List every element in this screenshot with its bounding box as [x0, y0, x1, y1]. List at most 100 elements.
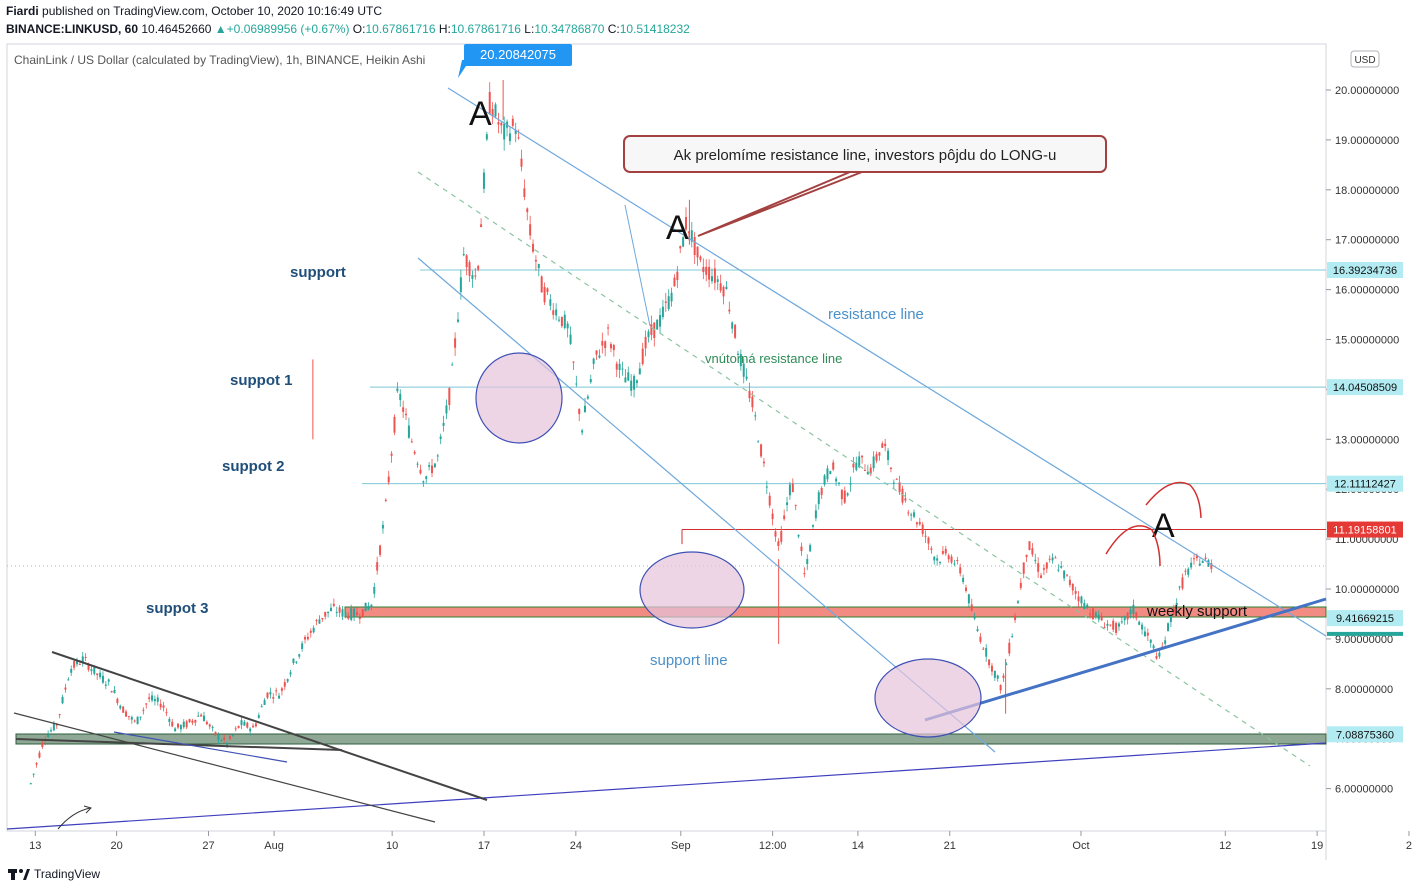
candle-body	[659, 315, 662, 327]
candle-body	[315, 620, 318, 622]
candle-body	[214, 731, 217, 736]
candle-body	[1016, 601, 1019, 604]
resistance-line	[447, 87, 1327, 637]
candle-body	[454, 338, 457, 348]
candle-body	[1068, 579, 1071, 585]
candle-body	[780, 531, 783, 542]
candle-body	[754, 415, 757, 417]
candle-body	[1109, 624, 1112, 626]
candle-body	[962, 577, 965, 582]
footer-brand[interactable]: TradingView	[34, 867, 101, 881]
y-tick-label: 17.00000000	[1335, 235, 1399, 247]
candle-body	[29, 783, 32, 785]
currency-badge[interactable]: USD	[1350, 50, 1380, 68]
candle-body	[1172, 607, 1175, 615]
candle-body	[197, 715, 200, 717]
candle-body	[786, 502, 789, 506]
candle-body	[892, 482, 895, 484]
candle-body	[347, 615, 350, 619]
publisher-name[interactable]: Fiardi	[6, 4, 39, 18]
candle-body	[329, 607, 332, 612]
candle-body	[866, 471, 869, 475]
candle-body	[1175, 602, 1178, 606]
candle-body	[566, 323, 569, 329]
candle-body	[913, 512, 916, 517]
candle-body	[627, 372, 630, 381]
candle-body	[569, 334, 572, 344]
projection-arc-lower	[1105, 525, 1161, 567]
candle-body	[280, 688, 283, 691]
candle-body	[771, 513, 774, 520]
candle-body	[812, 525, 815, 527]
candle-body	[982, 648, 985, 650]
candle-body	[1167, 623, 1170, 632]
candle-body	[194, 719, 197, 723]
candle-body	[335, 611, 338, 613]
candle-body	[1066, 574, 1069, 576]
candle-body	[295, 661, 298, 663]
candle-body	[1060, 566, 1063, 568]
candle-body	[826, 468, 829, 480]
candle-body	[390, 453, 393, 456]
candle-body	[139, 716, 142, 718]
candle-body	[162, 705, 165, 708]
candle-body	[159, 703, 162, 708]
candle-body	[765, 486, 768, 488]
candle-body	[81, 656, 84, 662]
candle-body	[353, 608, 356, 618]
candle-body	[1022, 562, 1025, 574]
candle-body	[690, 230, 693, 242]
price-tag-box	[1327, 726, 1403, 743]
candle-body	[156, 697, 159, 702]
candle-body	[901, 488, 904, 503]
candle-body	[113, 690, 116, 693]
candle-body	[436, 455, 439, 457]
candle-body	[546, 288, 549, 293]
candle-body	[543, 286, 546, 303]
candle-body	[283, 682, 286, 687]
candle-body	[511, 118, 514, 126]
dark-trend-line-lower	[13, 712, 436, 823]
candle-body	[722, 286, 725, 297]
candle-body	[64, 687, 67, 690]
candle-body	[127, 716, 130, 718]
candle-body	[875, 454, 878, 461]
y-tick-label: 20.00000000	[1335, 85, 1399, 97]
candle-body	[1149, 639, 1152, 643]
candle-body	[338, 607, 341, 613]
candle-body	[182, 721, 185, 728]
candle-body	[794, 504, 797, 506]
candle-body	[122, 706, 125, 713]
candle-body	[243, 721, 246, 726]
x-tick-label: 17	[478, 840, 490, 852]
candle-body	[402, 407, 405, 412]
candle-body	[1204, 557, 1207, 559]
candle-body	[797, 535, 800, 537]
candle-body	[869, 467, 872, 475]
candle-body	[791, 483, 794, 493]
candle-body	[731, 322, 734, 329]
callout-pointer	[697, 171, 863, 237]
candle-body	[751, 396, 754, 408]
x-tick-label: Aug	[264, 840, 284, 852]
candle-body	[304, 637, 307, 640]
candle-body	[78, 663, 81, 665]
candle-body	[1028, 541, 1031, 550]
candle-body	[676, 271, 679, 281]
candle-body	[586, 396, 589, 399]
price-tag-box	[1327, 610, 1403, 627]
candle-body	[1178, 586, 1181, 588]
candle-body	[783, 515, 786, 520]
candle-body	[800, 546, 803, 552]
candle-body	[361, 609, 364, 617]
candle-body	[777, 541, 780, 546]
candle-body	[376, 562, 379, 571]
candle-body	[116, 698, 119, 704]
candle-body	[1155, 655, 1158, 659]
candle-body	[1048, 558, 1051, 560]
candle-body	[1146, 632, 1149, 636]
inner-resistance-line	[417, 171, 1311, 767]
candle-body	[459, 277, 462, 292]
wave-a-marker: A	[1152, 507, 1175, 545]
